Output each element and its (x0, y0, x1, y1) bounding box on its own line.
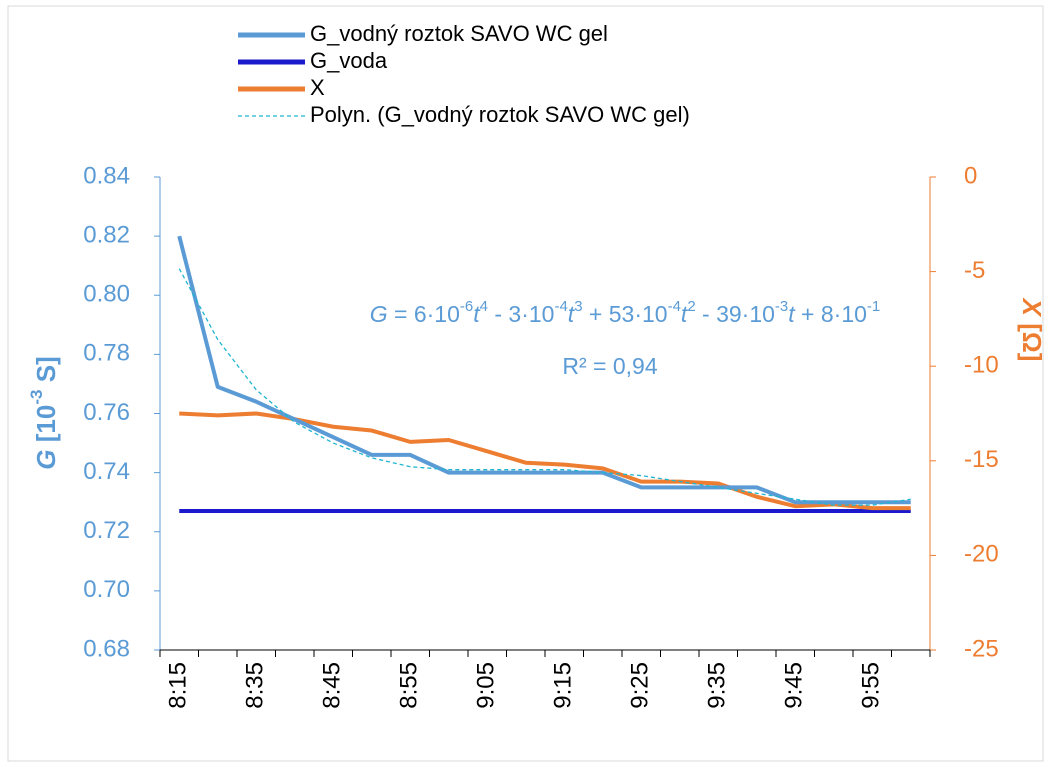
legend-label: G_voda (310, 48, 388, 73)
y2-tick-label: -25 (964, 635, 999, 662)
x-tick-label: 8:35 (242, 662, 269, 709)
y-tick-label: 0.74 (83, 458, 130, 485)
y-tick-label: 0.72 (83, 517, 130, 544)
y-tick-label: 0.80 (83, 281, 130, 308)
legend-label: Polyn. (G_vodný roztok SAVO WC gel) (310, 102, 690, 127)
trend-equation: G = 6·10-6t4 - 3·10-4t3 + 53·10-4t2 - 39… (370, 298, 881, 327)
legend-label: G_vodný roztok SAVO WC gel (310, 21, 608, 46)
y-tick-label: 0.84 (83, 162, 130, 189)
y-tick-label: 0.76 (83, 399, 130, 426)
x-tick-label: 8:45 (319, 662, 346, 709)
x-tick-label: 9:05 (473, 662, 500, 709)
y2-axis-label: X [Ω] (1017, 297, 1047, 362)
x-tick-label: 9:25 (627, 662, 654, 709)
y-axis-label: G [10-3 S] (27, 356, 60, 469)
y-tick-label: 0.68 (83, 635, 130, 662)
y-tick-label: 0.82 (83, 221, 130, 248)
x-tick-label: 8:55 (396, 662, 423, 709)
y2-tick-label: -10 (964, 352, 999, 379)
x-tick-label: 8:15 (165, 662, 192, 709)
y-tick-label: 0.78 (83, 340, 130, 367)
y2-tick-label: -5 (964, 257, 985, 284)
y-tick-label: 0.70 (83, 576, 130, 603)
chart-border (7, 5, 1044, 762)
x-tick-label: 9:55 (858, 662, 885, 709)
y2-tick-label: 0 (964, 162, 977, 189)
legend-label: X (310, 75, 325, 100)
y2-tick-label: -15 (964, 446, 999, 473)
x-tick-label: 9:15 (550, 662, 577, 709)
r-squared: R² = 0,94 (562, 353, 657, 379)
x-tick-label: 9:35 (704, 662, 731, 709)
x-tick-label: 9:45 (781, 662, 808, 709)
y2-tick-label: -20 (964, 541, 999, 568)
series-line (177, 235, 911, 505)
